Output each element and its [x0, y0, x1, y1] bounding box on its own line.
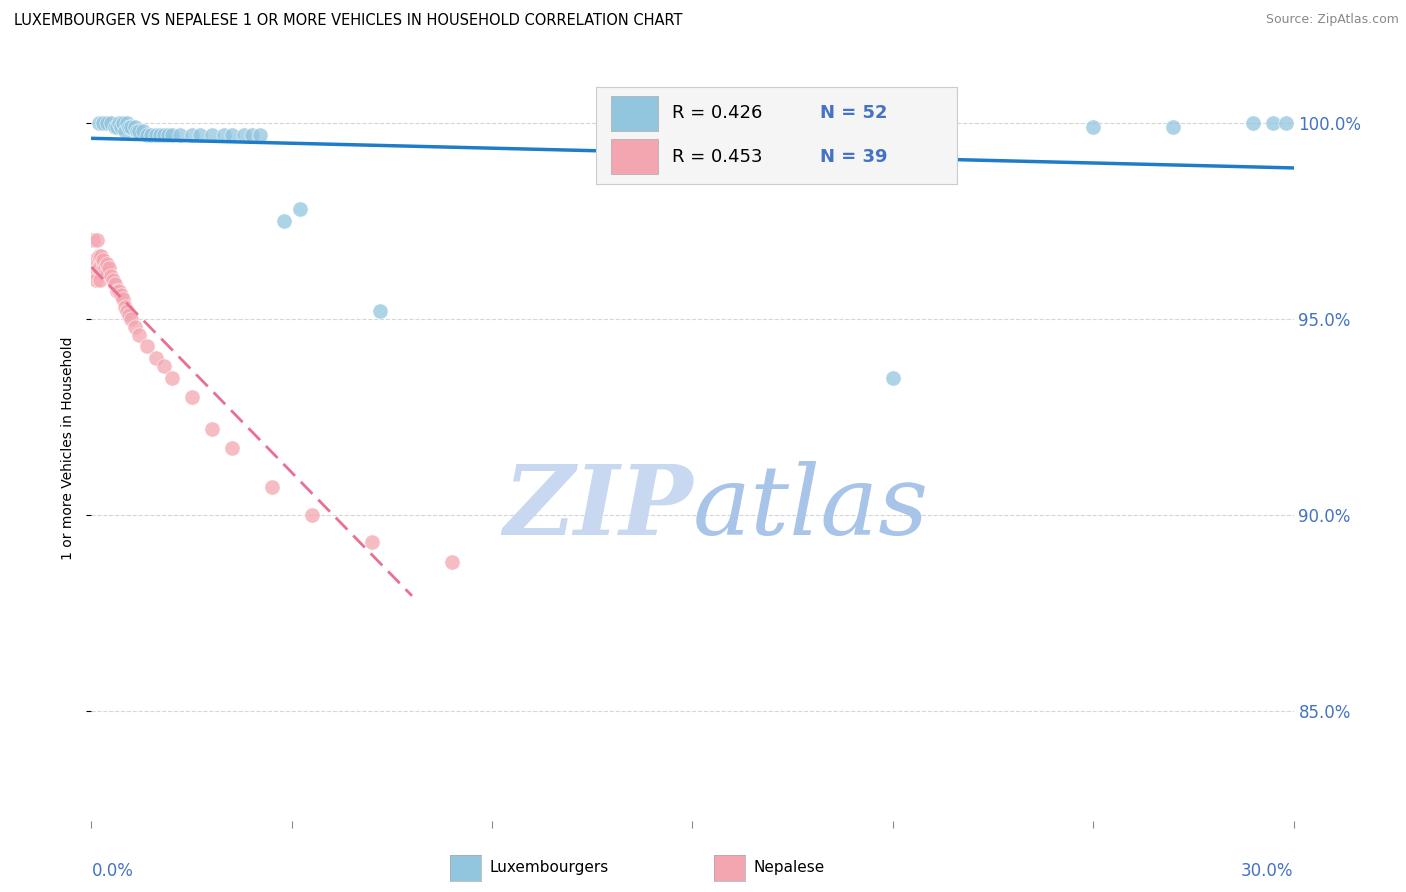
- Point: [160, 370, 183, 384]
- Point: [96, 257, 118, 271]
- Point: [169, 128, 191, 142]
- Point: [90, 249, 112, 263]
- Point: [201, 422, 224, 436]
- Point: [145, 351, 167, 365]
- Point: [117, 304, 139, 318]
- Point: [98, 260, 121, 275]
- Point: [127, 124, 149, 138]
- Point: [1243, 116, 1265, 130]
- Point: [104, 277, 127, 291]
- Y-axis label: 1 or more Vehicles in Household: 1 or more Vehicles in Household: [60, 336, 75, 560]
- Point: [1161, 120, 1184, 134]
- Point: [112, 293, 135, 307]
- Point: [107, 285, 129, 299]
- Point: [89, 260, 111, 275]
- Point: [273, 214, 295, 228]
- Text: Source: ZipAtlas.com: Source: ZipAtlas.com: [1265, 13, 1399, 27]
- Point: [91, 260, 114, 275]
- Point: [110, 120, 132, 134]
- Point: [100, 116, 122, 130]
- Point: [108, 285, 131, 299]
- Point: [1083, 120, 1105, 134]
- Point: [83, 253, 105, 268]
- Text: ZIP: ZIP: [503, 461, 692, 555]
- Point: [118, 120, 141, 134]
- Point: [84, 273, 107, 287]
- Point: [87, 249, 110, 263]
- Point: [882, 370, 904, 384]
- Point: [152, 128, 174, 142]
- Point: [100, 268, 122, 283]
- Point: [124, 319, 146, 334]
- Point: [114, 124, 136, 138]
- Point: [201, 128, 224, 142]
- Point: [180, 390, 202, 404]
- Point: [145, 128, 167, 142]
- Point: [232, 128, 254, 142]
- Point: [240, 128, 263, 142]
- Point: [104, 120, 127, 134]
- Point: [103, 273, 125, 287]
- Point: [89, 273, 111, 287]
- Point: [249, 128, 271, 142]
- Point: [124, 120, 146, 134]
- Point: [96, 265, 118, 279]
- Text: atlas: atlas: [692, 461, 928, 555]
- Text: Nepalese: Nepalese: [754, 861, 825, 875]
- Point: [136, 128, 159, 142]
- Point: [93, 253, 115, 268]
- Point: [121, 311, 143, 326]
- Point: [188, 128, 211, 142]
- Text: 30.0%: 30.0%: [1241, 862, 1294, 880]
- Point: [117, 116, 139, 130]
- Text: 0.0%: 0.0%: [91, 862, 134, 880]
- Point: [360, 535, 382, 549]
- Point: [301, 508, 323, 522]
- Point: [212, 128, 235, 142]
- Point: [136, 339, 159, 353]
- Point: [107, 120, 129, 134]
- Point: [441, 555, 464, 569]
- Point: [160, 128, 183, 142]
- Point: [180, 128, 202, 142]
- Text: LUXEMBOURGER VS NEPALESE 1 OR MORE VEHICLES IN HOUSEHOLD CORRELATION CHART: LUXEMBOURGER VS NEPALESE 1 OR MORE VEHIC…: [14, 13, 682, 29]
- Point: [94, 260, 117, 275]
- Point: [1263, 116, 1285, 130]
- Point: [368, 304, 391, 318]
- Point: [118, 308, 141, 322]
- Point: [86, 234, 108, 248]
- Point: [221, 128, 243, 142]
- Point: [128, 327, 150, 342]
- Point: [108, 116, 131, 130]
- Point: [288, 202, 311, 216]
- Point: [152, 359, 174, 373]
- Point: [260, 480, 283, 494]
- Point: [121, 120, 143, 134]
- Point: [128, 124, 150, 138]
- Point: [110, 288, 132, 302]
- Point: [148, 128, 170, 142]
- Point: [96, 116, 118, 130]
- Point: [89, 116, 111, 130]
- Point: [156, 128, 179, 142]
- Point: [93, 116, 115, 130]
- Text: Luxembourgers: Luxembourgers: [489, 861, 609, 875]
- Point: [112, 116, 135, 130]
- Point: [221, 442, 243, 455]
- Point: [132, 124, 155, 138]
- Point: [141, 128, 163, 142]
- Point: [84, 265, 107, 279]
- Point: [82, 234, 104, 248]
- Point: [1274, 116, 1296, 130]
- Point: [114, 300, 136, 314]
